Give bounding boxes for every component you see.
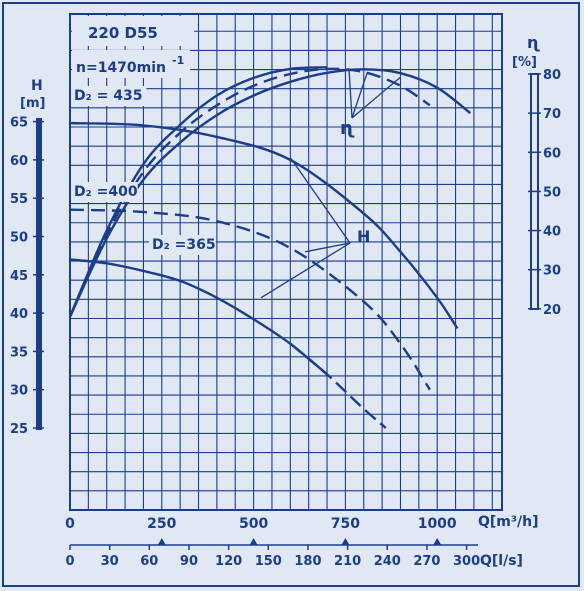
q-ls-tick-label: 180 bbox=[294, 554, 321, 569]
efficiency-curve-4 bbox=[70, 67, 431, 318]
h-tick-label: 45 bbox=[10, 269, 28, 284]
head-marker-label: H bbox=[357, 227, 370, 246]
speed-label-box bbox=[72, 50, 190, 78]
q-m3h-tick-label: 750 bbox=[331, 516, 360, 532]
eta-tick-label: 80 bbox=[543, 68, 561, 83]
curve-label-d435: D₂ = 435 bbox=[74, 88, 142, 104]
h-tick-label: 30 bbox=[10, 384, 28, 399]
q-ls-tick-label: 300 bbox=[453, 554, 480, 569]
q-ls-tick-label: 60 bbox=[140, 554, 158, 569]
h-tick-label: 35 bbox=[10, 345, 28, 360]
eta-tick-label: 30 bbox=[543, 264, 561, 279]
eta-tick-label: 70 bbox=[543, 107, 561, 122]
eta-leader-line bbox=[351, 76, 401, 119]
h-leader-line bbox=[304, 242, 351, 253]
model-label: 220 D55 bbox=[88, 24, 158, 42]
h-axis-unit: [m] bbox=[20, 96, 45, 111]
q-ls-tick-label: 120 bbox=[215, 554, 242, 569]
curve-label-d365-bg bbox=[149, 235, 216, 255]
curves bbox=[70, 66, 471, 429]
h-tick-label: 55 bbox=[10, 192, 28, 207]
head-curve-1 bbox=[70, 208, 431, 391]
q-m3h-tick-label: 500 bbox=[239, 516, 268, 532]
q-ls-tick-label: 0 bbox=[65, 554, 74, 569]
curve-label-d365: D₂ =365 bbox=[152, 237, 216, 253]
speed-label: n=1470min bbox=[76, 60, 166, 76]
eta-tick-label: 50 bbox=[543, 185, 561, 200]
outer-frame bbox=[2, 2, 580, 587]
q-ls-tick-label: 90 bbox=[180, 554, 198, 569]
eta-leader-line bbox=[351, 71, 369, 119]
h-tick-label: 25 bbox=[10, 422, 28, 437]
speed-exponent: -1 bbox=[172, 54, 184, 67]
curve-label-d400: D₂ =400 bbox=[74, 184, 138, 200]
grid bbox=[69, 14, 502, 511]
q-m3h-marker bbox=[249, 538, 258, 545]
head-curve-0 bbox=[70, 121, 459, 330]
q-ls-tick-label: 30 bbox=[101, 554, 119, 569]
q-m3h-tick-label: 1000 bbox=[418, 516, 457, 532]
q-ls-tick-label: 210 bbox=[334, 554, 361, 569]
q-m3h-marker bbox=[433, 538, 442, 545]
h-tick-label: 65 bbox=[10, 116, 28, 131]
h-axis-symbol: H bbox=[31, 78, 43, 94]
eta-tick-label: 60 bbox=[543, 146, 561, 161]
model-label-box bbox=[72, 16, 194, 46]
h-leader-line bbox=[260, 242, 351, 299]
q-m3h-tick-label: 0 bbox=[65, 516, 75, 532]
annotations: D₂ = 435 D₂ =400 D₂ =365 Hɳ bbox=[71, 70, 401, 299]
eta-tick-label: 20 bbox=[543, 303, 561, 318]
q-m3h-axis-label: Q[m³/h] bbox=[478, 514, 539, 530]
eta-tick-label: 40 bbox=[543, 225, 561, 240]
q-m3h-marker bbox=[341, 538, 350, 545]
h-tick-label: 60 bbox=[10, 154, 28, 169]
head-curve-2-tail bbox=[289, 342, 387, 429]
eta-axis-unit: [%] bbox=[512, 55, 537, 70]
h-tick-label: 50 bbox=[10, 231, 28, 246]
h-axis-bar bbox=[36, 118, 42, 430]
efficiency-curve-5 bbox=[70, 66, 328, 318]
q-ls-tick-label: 270 bbox=[413, 554, 440, 569]
curve-label-d435-bg bbox=[71, 86, 147, 106]
q-ls-axis-label: Q[l/s] bbox=[480, 553, 523, 569]
q-m3h-tick-label: 250 bbox=[147, 516, 176, 532]
h-leader-line bbox=[289, 157, 351, 244]
eta-leader-line bbox=[348, 70, 353, 119]
h-tick-label: 40 bbox=[10, 307, 28, 322]
q-ls-tick-label: 150 bbox=[255, 554, 282, 569]
curve-label-d400-bg bbox=[71, 182, 138, 202]
tick-labels: 25 30 35 40 45 50 55 60 65 20 30 40 50 60 70 80 0 250 500 7… bbox=[10, 68, 561, 569]
head-curve-2 bbox=[70, 258, 328, 376]
q-m3h-marker bbox=[157, 538, 166, 545]
eta-axis-symbol: ɳ bbox=[527, 33, 540, 52]
efficiency-marker-label: ɳ bbox=[340, 118, 355, 139]
q-ls-tick-label: 240 bbox=[374, 554, 401, 569]
